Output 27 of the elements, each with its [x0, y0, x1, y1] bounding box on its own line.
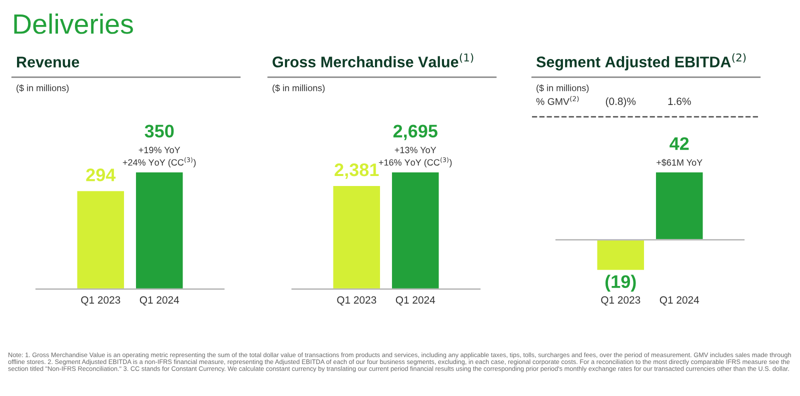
text: (0.8)% [606, 97, 636, 108]
x-tick-label: Q1 2023 [337, 296, 376, 306]
data-label: (19) [605, 274, 636, 292]
x-tick-label: Q1 2023 [81, 296, 120, 306]
data-label: 42 [670, 137, 689, 150]
annotation: +19% YoY [138, 146, 180, 154]
annotation: +24% YoY (CC$^{(3)}$) [122, 157, 196, 168]
data-label: 2,381 [334, 163, 379, 179]
x-tick-label: Q1 2024 [140, 296, 180, 306]
text: ($ in millions) [16, 84, 69, 93]
text: ($ in millions) [272, 84, 325, 93]
annotation: +13% YoY [394, 146, 436, 154]
chart-title: Revenue [17, 56, 80, 68]
x-tick-label: Q1 2024 [396, 296, 436, 306]
x-tick-label: Q1 2024 [660, 296, 700, 306]
data-label: 2,695 [393, 124, 438, 140]
annotation: +16% YoY (CC$^{(3)}$) [378, 157, 452, 168]
data-label: 294 [86, 168, 116, 182]
data-label: 350 [144, 124, 174, 138]
text: 1.6% [668, 98, 691, 106]
chart-title: Gross Merchandise Value$^{(1)}$ [272, 53, 474, 68]
annotation: +$61M YoY [656, 158, 702, 166]
text: ($ in millions) [536, 84, 589, 93]
text: % GMV$^{(2)}$ [536, 96, 579, 105]
text: Deliveries [14, 14, 133, 34]
x-tick-label: Q1 2023 [601, 296, 640, 306]
chart-title: Segment Adjusted EBITDA$^{(2)}$ [536, 53, 746, 70]
